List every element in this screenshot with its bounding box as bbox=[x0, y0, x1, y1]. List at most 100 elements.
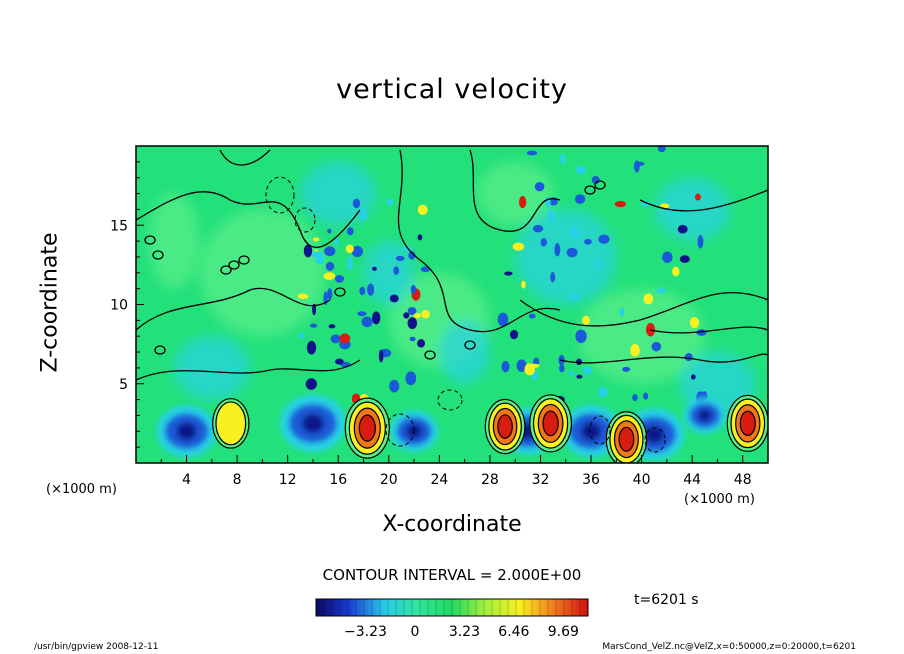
turbulence-cell bbox=[351, 245, 364, 258]
soft-blob-10 bbox=[477, 161, 553, 226]
turbulence-cell bbox=[311, 251, 324, 259]
turbulence-cell bbox=[576, 358, 583, 366]
turbulence-cell bbox=[622, 366, 631, 372]
contour-loop bbox=[584, 185, 596, 195]
turbulence-cell bbox=[619, 307, 625, 317]
turbulence-cell bbox=[582, 366, 592, 375]
x-tick-label: 48 bbox=[734, 472, 752, 488]
downdraft-center bbox=[301, 413, 324, 434]
contour-loop bbox=[464, 340, 476, 350]
turbulence-cell bbox=[313, 237, 320, 242]
chart-title: vertical velocity bbox=[336, 74, 568, 105]
turbulence-cell bbox=[497, 312, 509, 327]
turbulence-cell bbox=[405, 371, 417, 386]
turbulence-cell bbox=[333, 237, 339, 247]
turbulence-cell bbox=[566, 247, 578, 258]
updraft-ring bbox=[618, 426, 635, 452]
turbulence-cell bbox=[684, 352, 693, 362]
turbulence-cell bbox=[408, 250, 416, 260]
turbulence-cell bbox=[598, 234, 610, 244]
downdraft-center bbox=[581, 422, 602, 441]
turbulence-cell bbox=[395, 255, 405, 262]
contour-loop bbox=[154, 345, 166, 355]
turbulence-cell bbox=[339, 333, 351, 344]
turbulence-cell bbox=[420, 266, 431, 273]
turbulence-cell bbox=[591, 175, 600, 185]
turbulence-cell bbox=[597, 386, 608, 398]
turbulence-cell bbox=[389, 294, 399, 303]
contour-loop bbox=[238, 255, 250, 265]
turbulence-cell bbox=[389, 379, 400, 393]
contour-line bbox=[559, 353, 768, 364]
colorbar-tick-label: 0 bbox=[410, 624, 419, 640]
turbulence-cell bbox=[509, 329, 519, 340]
turbulence-cell bbox=[407, 306, 417, 316]
turbulence-cell bbox=[569, 226, 580, 240]
updraft-layer bbox=[212, 394, 768, 463]
turbulence-cell bbox=[690, 374, 696, 380]
turbulence-cell bbox=[641, 201, 651, 207]
turbulence-cell bbox=[501, 360, 510, 373]
turbulence-cell bbox=[656, 288, 667, 294]
turbulence-cell bbox=[584, 238, 592, 245]
footer-left: /usr/bin/gpview 2008-12-11 bbox=[34, 642, 159, 652]
soft-blob-0 bbox=[199, 209, 326, 337]
time-label: t=6201 s bbox=[634, 592, 699, 608]
turbulence-cell bbox=[651, 341, 662, 352]
turbulence-cell bbox=[643, 392, 649, 400]
turbulence-cell bbox=[643, 293, 654, 305]
turbulence-cell bbox=[516, 359, 527, 373]
contour-loop bbox=[424, 350, 436, 360]
negative-contour bbox=[385, 413, 415, 447]
colorbar-tick-label: 3.23 bbox=[449, 624, 480, 640]
y-tick-label: 15 bbox=[110, 218, 128, 234]
turbulence-cell bbox=[518, 195, 527, 209]
soft-blob-3 bbox=[174, 336, 250, 400]
contour-loop bbox=[220, 265, 232, 275]
turbulence-cell bbox=[334, 275, 345, 283]
turbulence-cell bbox=[672, 266, 680, 277]
turbulence-cell bbox=[361, 316, 373, 328]
turbulence-cell bbox=[560, 153, 566, 165]
contour-loop bbox=[228, 260, 240, 270]
turbulence-cell bbox=[677, 224, 688, 234]
turbulence-cell bbox=[521, 280, 526, 289]
turbulence-cell bbox=[504, 271, 513, 276]
x-unit-right: (×1000 m) bbox=[684, 492, 755, 507]
contour-line bbox=[519, 291, 768, 327]
negative-contour bbox=[589, 415, 611, 445]
turbulence-cell bbox=[634, 161, 645, 167]
turbulence-cell bbox=[417, 234, 423, 241]
negative-contour bbox=[644, 427, 666, 453]
x-axis-label: X-coordinate bbox=[382, 512, 522, 537]
turbulence-cell bbox=[530, 363, 540, 368]
turbulence-cell bbox=[386, 198, 394, 206]
y-tick-label: 10 bbox=[110, 298, 128, 314]
turbulence-cell bbox=[534, 181, 545, 192]
contour-loop bbox=[594, 180, 606, 190]
turbulence-cell bbox=[325, 261, 335, 271]
turbulence-cell bbox=[421, 309, 430, 319]
contour-line bbox=[136, 359, 361, 381]
turbulence-cell bbox=[550, 271, 556, 283]
updraft-ring bbox=[542, 410, 559, 437]
turbulence-cell bbox=[346, 227, 354, 236]
negative-contour bbox=[265, 176, 295, 214]
soft-blob-4 bbox=[439, 320, 490, 384]
updraft-ring bbox=[215, 401, 247, 446]
contour-line bbox=[649, 326, 768, 334]
turbulence-cell bbox=[659, 203, 670, 209]
turbulence-cell bbox=[559, 364, 565, 373]
turbulence-cell bbox=[327, 228, 332, 234]
turbulence-cell bbox=[403, 312, 410, 319]
turbulence-cell bbox=[409, 336, 416, 342]
contour-line bbox=[219, 149, 271, 166]
x-tick-label: 40 bbox=[633, 472, 651, 488]
colorbar-tick-label: 6.46 bbox=[498, 624, 529, 640]
turbulence-cell bbox=[407, 317, 418, 330]
turbulence-cell bbox=[632, 394, 638, 402]
x-tick-label: 36 bbox=[582, 472, 600, 488]
turbulence-cell bbox=[367, 283, 375, 296]
updraft-ring bbox=[358, 414, 376, 442]
negative-contour bbox=[294, 207, 316, 233]
